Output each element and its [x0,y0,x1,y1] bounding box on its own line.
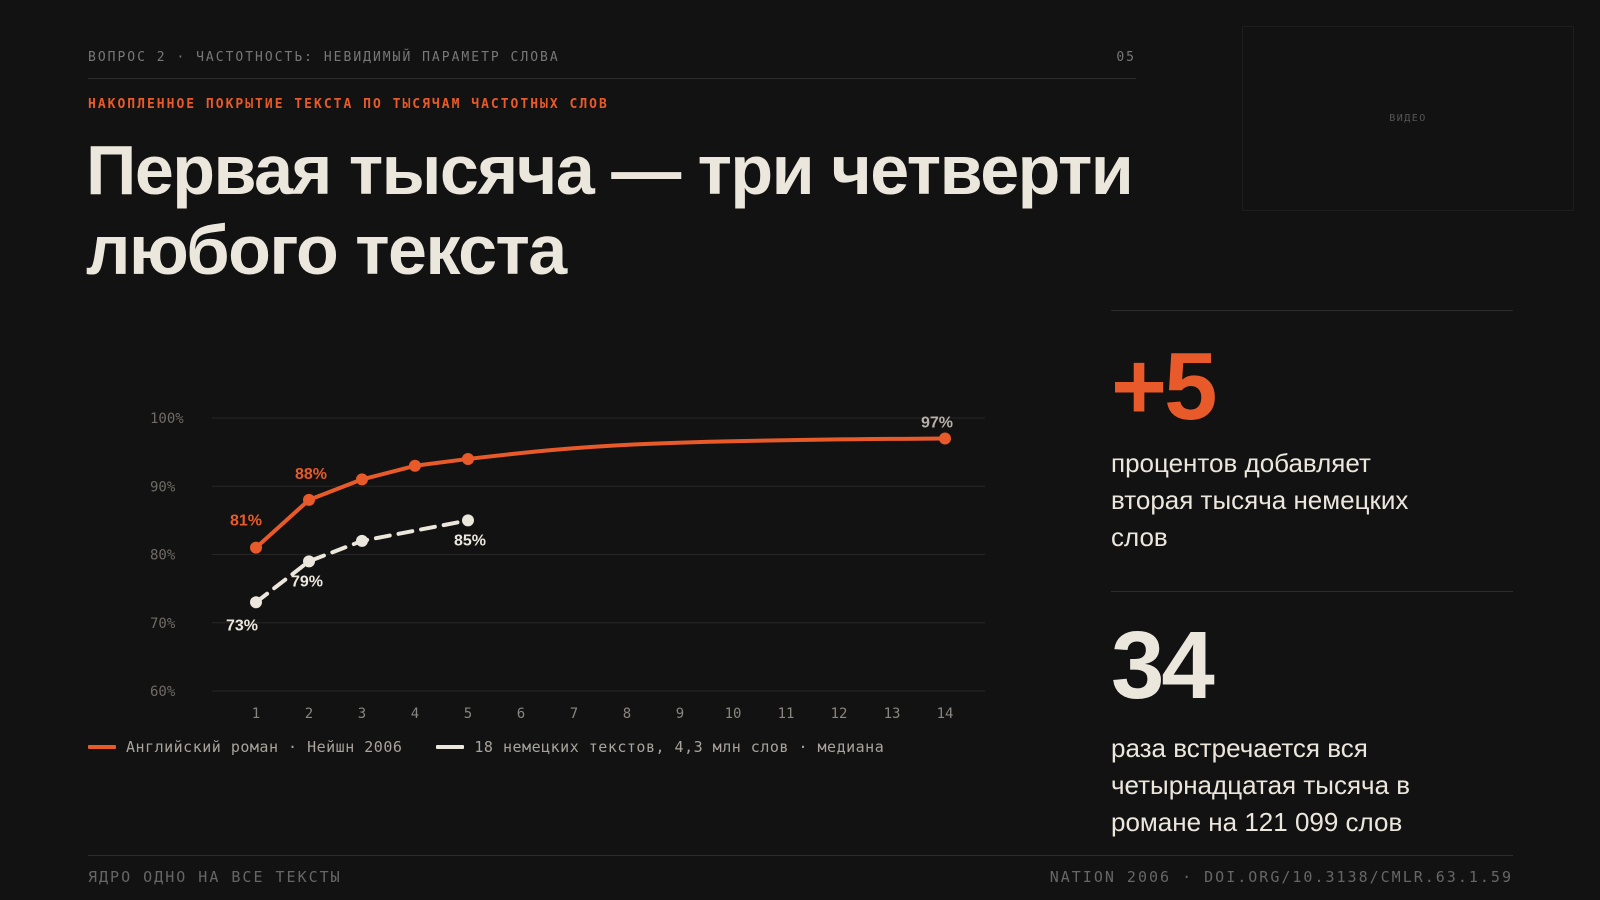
legend-item-english: Английский роман · Нейшн 2006 [88,738,402,756]
data-label: 79% [291,573,323,590]
data-point-english [250,541,262,554]
series-line-english [254,436,947,550]
data-label: 97% [921,414,953,431]
page-title: Первая тысяча — три четверти любого текс… [86,130,1134,290]
y-tick-label: 90% [150,479,176,495]
stat-value-thirty-four: 34 [1111,612,1215,719]
y-tick-label: 70% [150,616,176,632]
y-tick-label: 60% [150,684,176,700]
page-number: 05 [1116,50,1136,65]
x-tick-label: 5 [464,706,472,722]
x-tick-label: 9 [676,706,684,722]
video-placeholder[interactable]: ВИДЕО [1242,26,1574,211]
data-label: 88% [295,466,327,483]
data-point-german [250,596,262,609]
top-bar: ВОПРОС 2 · ЧАСТОТНОСТЬ: НЕВИДИМЫЙ ПАРАМЕ… [88,50,1136,79]
footer-citation: NATION 2006 · DOI.ORG/10.3138/CMLR.63.1.… [1049,868,1513,886]
chart-kicker: НАКОПЛЕННОЕ ПОКРЫТИЕ ТЕКСТА ПО ТЫСЯЧАМ Ч… [88,97,609,112]
breadcrumb: ВОПРОС 2 · ЧАСТОТНОСТЬ: НЕВИДИМЫЙ ПАРАМЕ… [88,50,560,65]
x-tick-label: 11 [778,706,795,722]
footer-tagline: ЯДРО ОДНО НА ВСЕ ТЕКСТЫ [88,868,342,886]
video-label: ВИДЕО [1389,113,1427,124]
x-tick-label: 4 [411,706,419,722]
x-tick-label: 10 [725,706,742,722]
data-point-english [303,493,315,506]
data-point-german [462,514,474,527]
x-tick-label: 1 [252,706,260,722]
data-label: 85% [454,532,486,549]
stat-fourteenth-thousand: 34 раза встречается вся четырнадцатая ты… [1111,591,1513,862]
footer: ЯДРО ОДНО НА ВСЕ ТЕКСТЫ NATION 2006 · DO… [88,855,1513,886]
data-point-english [939,432,951,445]
data-point-english [409,459,421,472]
x-tick-label: 14 [937,706,954,722]
legend-swatch-white [436,745,465,749]
legend-label-german: 18 немецких текстов, 4,3 млн слов · меди… [474,738,885,756]
x-tick-label: 12 [831,706,848,722]
series-line-german [254,518,470,605]
x-tick-label: 3 [358,706,366,722]
stat-value-plus-five: +5 [1111,333,1217,440]
y-tick-label: 100% [150,411,184,427]
data-point-german [303,555,315,568]
stats-panel: +5 процентов добавляет вторая тысяча нем… [1111,310,1513,862]
x-tick-label: 8 [623,706,631,722]
stat-text-plus-five: процентов добавляет вторая тысяча немецк… [1111,448,1409,552]
data-point-english [356,473,368,486]
data-label: 81% [230,513,262,530]
x-tick-label: 7 [570,706,578,722]
legend-label-english: Английский роман · Нейшн 2006 [126,738,403,756]
y-tick-label: 80% [150,548,176,564]
data-label: 73% [226,617,258,634]
chart-legend: Английский роман · Нейшн 2006 18 немецки… [88,738,918,756]
legend-swatch-orange [88,745,116,749]
stat-text-thirty-four: раза встречается вся четырнадцатая тысяч… [1111,733,1411,837]
coverage-line-chart: 60%70%80%90%100%1 2 3 4 5 6 7 8 9 10 11 12 13 1481%88… [150,411,985,722]
x-tick-label: 13 [884,706,901,722]
page-title-line-2: любого текста [86,211,567,289]
data-point-english [462,452,474,465]
x-tick-label: 2 [305,706,313,722]
x-tick-label: 6 [517,706,525,722]
legend-item-german: 18 немецких текстов, 4,3 млн слов · меди… [436,738,884,756]
data-point-german [356,534,368,547]
stat-second-thousand: +5 процентов добавляет вторая тысяча нем… [1111,310,1513,591]
page-title-line-1: Первая тысяча — три четверти [86,131,1134,209]
